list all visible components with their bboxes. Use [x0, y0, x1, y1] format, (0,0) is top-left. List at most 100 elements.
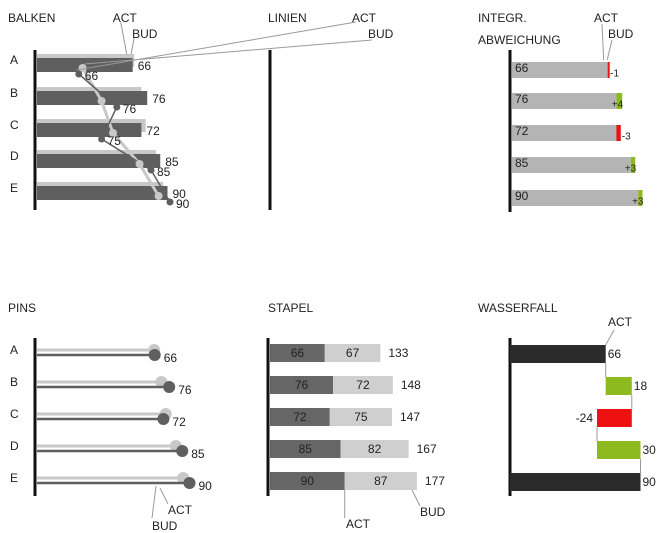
legend-bud-label: BUD: [152, 519, 178, 533]
bud-bar: [512, 93, 617, 109]
act-point: [75, 70, 83, 78]
stapel-chart: STAPEL 66 67 133 76 72 148 72 75 147 85 82 167 90 87 17…: [266, 301, 446, 531]
variance-label: -1: [610, 69, 619, 80]
bud-segment: [329, 408, 393, 426]
category-label: E: [10, 181, 18, 195]
data-label: 66: [138, 59, 152, 73]
act-segment: [270, 376, 334, 394]
act-bar: [37, 123, 142, 137]
legend-leader: [159, 487, 169, 505]
act-point: [147, 166, 155, 174]
data-label: 90: [643, 475, 657, 489]
bud-value-label: 82: [368, 442, 382, 456]
bud-segment: [324, 344, 381, 362]
bud-value-label: 75: [354, 410, 368, 424]
variance-bar: [607, 62, 610, 78]
legend-leader: [606, 39, 613, 61]
delta-bar: [605, 377, 632, 395]
act-point: [166, 198, 174, 206]
data-label: 85: [157, 165, 171, 179]
legend-act-label: ACT: [594, 11, 619, 25]
total-label: 147: [400, 410, 420, 424]
data-label: 76: [178, 383, 192, 397]
total-label: 148: [401, 378, 421, 392]
bud-point: [135, 160, 144, 168]
legend-act-label: ACT: [113, 11, 138, 25]
variance-label: +3: [632, 197, 644, 208]
value-label: 76: [515, 92, 529, 106]
data-label: 90: [176, 197, 190, 211]
category-label: A: [10, 53, 18, 67]
legend-bud-label: BUD: [132, 27, 158, 41]
variance-bar: [630, 157, 636, 173]
value-label: 85: [515, 156, 529, 170]
act-value-label: 72: [293, 410, 307, 424]
act-point: [98, 135, 106, 143]
bud-segment: [333, 376, 393, 394]
legend-leader: [411, 489, 421, 507]
category-label: B: [10, 86, 18, 100]
stapel-title: STAPEL: [268, 301, 313, 315]
act-segment: [270, 472, 345, 490]
data-label: 90: [199, 479, 213, 493]
act-value-label: 66: [291, 346, 305, 360]
data-label: 72: [146, 124, 160, 138]
legend-bud-label: BUD: [608, 27, 634, 41]
legend-leader: [151, 485, 157, 519]
pins-chart: PINS A B C D E 66 76 72 85 90 ACT BUD: [8, 301, 212, 533]
pins-title: PINS: [8, 301, 36, 315]
act-pin-head: [163, 381, 176, 393]
legend-leader: [605, 329, 615, 346]
bud-segment: [340, 440, 409, 458]
total-label: 133: [388, 346, 408, 360]
variance-bar: [616, 125, 621, 141]
legend-act-label: ACT: [168, 503, 193, 517]
bud-point: [154, 192, 163, 200]
integr-chart: INTEGR. ABWEICHUNG 66 -1 76 +4 72 -3 85 +3 90 +3 ACT…: [478, 11, 644, 212]
act-pin-head: [176, 445, 189, 457]
variance-label: +3: [625, 164, 637, 175]
data-label: 30: [643, 443, 657, 457]
legend-act-label: ACT: [608, 315, 633, 329]
act-value-label: 90: [301, 474, 315, 488]
category-label: B: [10, 375, 18, 389]
category-label: C: [10, 118, 19, 132]
legend-leader: [76, 21, 357, 71]
data-label: 66: [164, 351, 178, 365]
category-label: D: [10, 439, 19, 453]
balken-title: BALKEN: [8, 11, 55, 25]
bud-point: [109, 129, 117, 137]
category-label: D: [10, 149, 19, 163]
act-segment: [270, 440, 341, 458]
act-segment: [270, 408, 330, 426]
bud-point: [78, 64, 87, 72]
act-bar: [37, 186, 168, 200]
variance-label: +4: [612, 100, 624, 111]
variance-label: -3: [622, 132, 631, 143]
category-label: C: [10, 407, 19, 421]
data-label: 66: [608, 347, 622, 361]
data-label: 90: [173, 187, 187, 201]
act-value-label: 85: [299, 442, 313, 456]
data-label: 18: [634, 379, 648, 393]
legend-leader: [120, 21, 128, 55]
data-label: 85: [165, 155, 179, 169]
bud-segment: [344, 472, 417, 490]
total-bar: [510, 345, 606, 363]
legend-act-label: ACT: [346, 517, 371, 531]
act-pin-head: [183, 477, 196, 489]
total-bar: [510, 473, 641, 491]
legend-bud-label: BUD: [368, 27, 394, 41]
data-label: 76: [123, 102, 137, 116]
linien-title: LINIEN: [268, 11, 307, 25]
bud-bar: [512, 62, 610, 78]
act-pin-head: [148, 349, 161, 361]
wasserfall-title: WASSERFALL: [478, 301, 558, 315]
delta-bar: [597, 441, 641, 459]
bud-value-label: 87: [374, 474, 388, 488]
integr-title: INTEGR.: [478, 11, 527, 25]
bud-bar: [512, 157, 631, 173]
